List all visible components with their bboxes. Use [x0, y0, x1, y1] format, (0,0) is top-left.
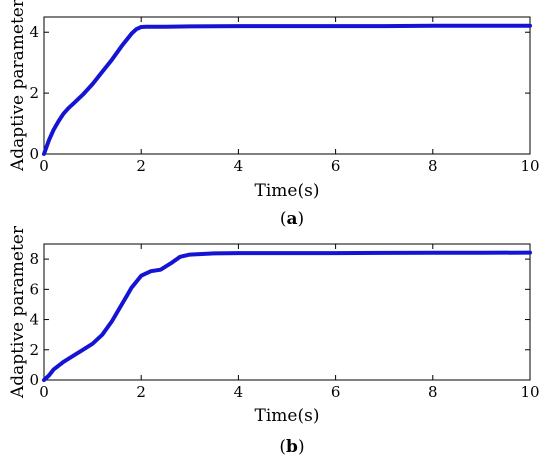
x-tick-label: 2 [136, 157, 146, 175]
x-tick-label: 0 [39, 157, 49, 175]
caption-b-letter: b [286, 437, 298, 457]
series-line-b [42, 250, 532, 382]
x-tick-label: 6 [331, 383, 341, 401]
y-tick-label: 8 [29, 250, 39, 268]
y-tick-label: 0 [29, 371, 39, 389]
y-tick-label: 2 [29, 84, 39, 102]
x-tick-label: 8 [428, 383, 438, 401]
ylabel-b: Adaptive parameter [8, 225, 28, 399]
caption-a: (a) [280, 209, 304, 229]
series-line-a [42, 23, 532, 156]
caption-a-letter: a [286, 209, 297, 229]
plot-frame-b [43, 243, 531, 381]
caption-b: (b) [279, 437, 304, 457]
xlabel-b: Time(s) [255, 406, 320, 426]
x-tick-label: 0 [39, 383, 49, 401]
x-tick-label: 2 [136, 383, 146, 401]
x-tick-label: 10 [520, 383, 539, 401]
xlabel-a: Time(s) [255, 181, 320, 201]
x-tick-label: 4 [234, 383, 244, 401]
y-tick-label: 4 [29, 23, 39, 41]
x-tick-label: 10 [520, 157, 539, 175]
x-tick-label: 8 [428, 157, 438, 175]
ticks-b: 0 2 4 6 8 10 0 2 4 6 8 [29, 244, 540, 401]
y-tick-label: 4 [29, 311, 39, 329]
panel-a: 0 2 4 6 8 10 0 2 4 Adaptive parameter Time(s) (a… [8, 0, 540, 229]
plot-frame-a [43, 16, 531, 155]
y-tick-label: 2 [29, 341, 39, 359]
ticks-a: 0 2 4 6 8 10 0 2 4 [29, 17, 540, 175]
ylabel-a: Adaptive parameter [8, 0, 28, 172]
y-tick-label: 6 [29, 280, 39, 298]
y-tick-label: 0 [29, 145, 39, 163]
x-tick-label: 4 [234, 157, 244, 175]
x-tick-label: 6 [331, 157, 341, 175]
